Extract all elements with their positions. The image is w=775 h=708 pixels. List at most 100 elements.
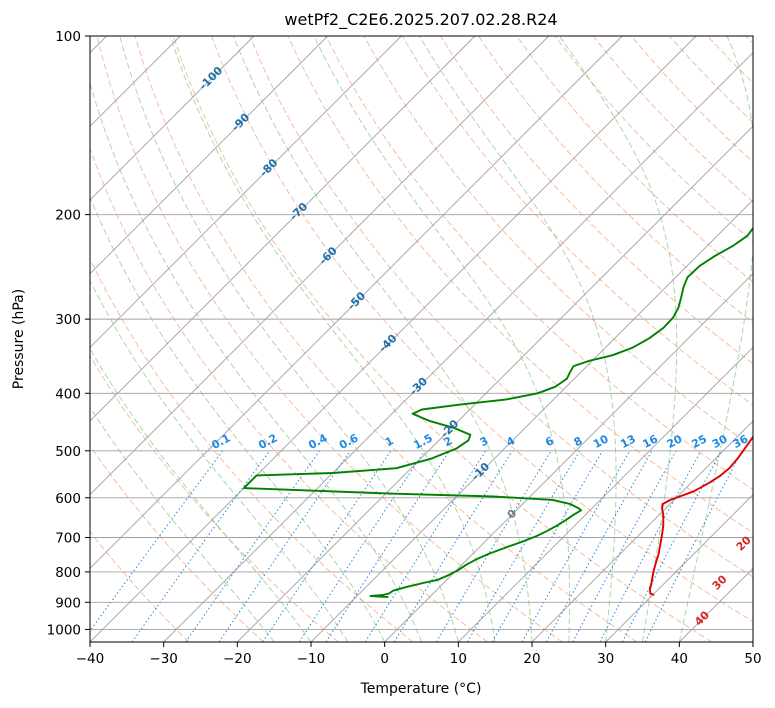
mixing-ratio-line	[545, 450, 653, 642]
mixing-ratio-label: 25	[689, 432, 709, 451]
dry-adiabat	[134, 36, 638, 642]
isotherm-line	[90, 36, 549, 496]
mixing-ratio-label: 6	[543, 434, 556, 449]
moist-adiabat	[90, 347, 312, 642]
mixing-ratio-label: 0.4	[306, 431, 330, 452]
pressure-grid	[90, 36, 753, 630]
y-tick-label: 500	[55, 444, 81, 460]
dry-adiabat	[90, 147, 488, 642]
isotherm-label: -100	[197, 64, 226, 93]
dry-adiabat	[745, 36, 753, 45]
mixing-ratio-line	[467, 450, 581, 642]
x-tick-label: 40	[671, 651, 688, 667]
y-tick-label: 100	[55, 29, 81, 45]
mixing-ratio-label: 0.1	[209, 431, 232, 452]
y-tick-label: 400	[55, 386, 81, 402]
y-tick-label: 800	[55, 565, 81, 581]
moist-adiabat	[90, 279, 349, 642]
mixing-ratio-line	[364, 450, 487, 642]
isotherm-line	[90, 36, 697, 642]
y-tick-label: 1000	[47, 622, 81, 638]
x-tick-label: 50	[744, 651, 761, 667]
isotherm-line	[679, 567, 753, 642]
isotherm-line	[163, 52, 753, 642]
x-tick-label: 20	[523, 651, 540, 667]
moist-adiabat	[678, 36, 753, 642]
x-tick-label: −40	[76, 651, 105, 667]
moist-adiabat	[169, 36, 496, 642]
x-tick-label: 10	[450, 651, 467, 667]
mixing-ratio-label: 10	[591, 432, 611, 451]
moist-adiabat	[559, 36, 678, 642]
mixing-ratio-line	[218, 450, 351, 642]
moist-adiabat	[119, 36, 459, 642]
isotherm-label: -40	[376, 331, 399, 354]
dry-adiabat	[249, 36, 753, 578]
line-labels: 0.1 0.2 0.4 0.6 1 1.5 2 3 4 6 8 10 13 16 20 25 30 36-100-…	[197, 64, 754, 629]
isotherm-line	[90, 36, 328, 275]
moist-adiabat	[90, 81, 422, 642]
mixing-ratio-label: 1.5	[411, 431, 434, 452]
moist-adiabat	[90, 406, 275, 642]
temperature-profile	[648, 435, 753, 596]
isotherm-label: -70	[287, 200, 310, 223]
y-tick-label: 300	[55, 312, 81, 328]
x-tick-label: 30	[597, 651, 614, 667]
mixing-ratio-line	[644, 450, 743, 642]
mixing-ratio-label: 8	[572, 434, 585, 449]
plot-frame	[89, 35, 754, 643]
mixing-ratio-line	[185, 450, 321, 642]
mixing-ratio-line	[90, 450, 224, 632]
profile-series	[242, 217, 753, 599]
isotherm-line	[90, 36, 623, 569]
moist-adiabat	[232, 36, 533, 642]
isotherm-label: 0	[505, 507, 520, 522]
dry-adiabat	[516, 36, 753, 283]
x-tick-label: 0	[380, 651, 389, 667]
mixing-ratio-label: 16	[640, 432, 660, 451]
mixing-ratio-line	[262, 450, 392, 642]
mixing-ratio-label: 13	[618, 432, 638, 451]
mixing-ratio-label: 30	[710, 432, 730, 451]
dry-adiabat-label: 30	[710, 572, 730, 592]
y-tick-label: 600	[55, 491, 81, 507]
isotherm-line	[90, 36, 476, 422]
isotherm-line	[384, 273, 753, 642]
isotherm-line	[458, 346, 753, 642]
y-axis-ticks: 100 200 300 400 500 600 700 800 900 1000	[47, 29, 90, 638]
chart-title: wetPf2_C2E6.2025.207.02.28.R24	[284, 10, 557, 30]
mixing-ratio-line	[298, 450, 426, 642]
mixing-ratio-label: 20	[665, 432, 685, 451]
dry-adiabat	[90, 354, 339, 642]
mixing-ratio-line	[131, 450, 271, 642]
mixing-ratio-line	[521, 450, 631, 642]
dry-adiabat-label: 20	[734, 533, 754, 553]
moist-adiabat	[418, 36, 617, 642]
mixing-ratio-line	[572, 450, 677, 642]
dewpoint-profile	[242, 217, 753, 599]
isotherm-line	[237, 125, 753, 642]
mixing-ratio-line	[325, 450, 451, 642]
background-lines	[90, 36, 753, 642]
isotherm-line	[531, 420, 753, 642]
dry-adiabat	[96, 36, 563, 642]
isotherm-label: -80	[257, 156, 280, 179]
x-tick-label: −30	[149, 651, 178, 667]
isotherm-label: -60	[317, 244, 340, 267]
dry-adiabat	[439, 36, 753, 365]
mixing-ratio-line	[435, 450, 552, 642]
dry-adiabat	[90, 530, 190, 642]
dry-adiabat	[90, 257, 414, 642]
dry-adiabat	[401, 36, 753, 406]
x-axis-ticks: −40 −30 −20 −10 0 10 20 30 40 50	[76, 642, 762, 667]
dry-adiabat	[90, 444, 264, 642]
isotherm-line	[310, 199, 753, 642]
isotherm-line	[605, 494, 753, 642]
y-axis-label: Pressure (hPa)	[11, 289, 27, 389]
x-axis-label: Temperature (°C)	[360, 681, 482, 697]
moist-adiabat	[90, 195, 386, 642]
y-tick-label: 200	[55, 208, 81, 224]
x-tick-label: −10	[297, 651, 326, 667]
isotherm-label: -90	[229, 110, 252, 133]
isotherm-line	[90, 36, 402, 348]
